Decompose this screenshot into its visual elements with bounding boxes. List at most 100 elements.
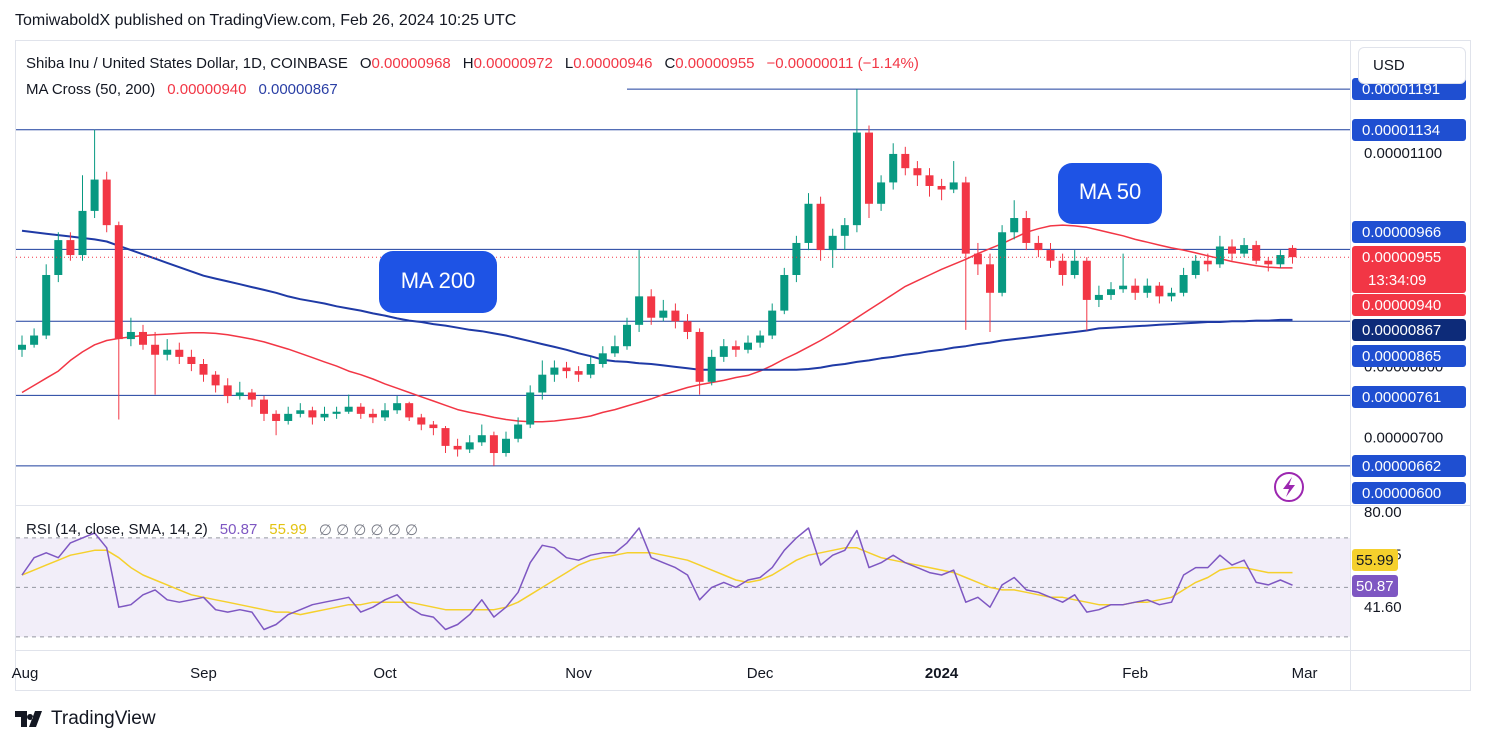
- alert-icon[interactable]: [1274, 472, 1304, 502]
- ohlc-value: 0.00000972: [473, 55, 553, 72]
- candle-body: [381, 410, 389, 418]
- rsi-value: 50.87: [219, 521, 258, 538]
- candle-body: [937, 185, 946, 190]
- ma-badge-label: 0.00000867: [1362, 322, 1441, 339]
- candle-body: [840, 225, 849, 236]
- candle-body: [441, 428, 450, 446]
- candle-body: [1167, 292, 1176, 297]
- ohlc-label: L: [564, 55, 574, 72]
- candle-body: [139, 331, 147, 345]
- y-tick-label: 0.00001100: [1364, 145, 1442, 162]
- candle-body: [393, 403, 402, 411]
- candle-body: [272, 413, 281, 421]
- level-badge: [1352, 345, 1466, 367]
- ohlc-label: H: [462, 55, 474, 72]
- candle-body: [877, 182, 886, 204]
- candle-body: [54, 240, 63, 275]
- candle-body: [707, 356, 716, 382]
- candle-body: [1179, 274, 1188, 293]
- price-legend: Shiba Inu / United States Dollar, 1D, CO…: [26, 55, 919, 72]
- candle-body: [151, 344, 160, 355]
- candle-body: [356, 406, 365, 414]
- ma-200-callout: MA 200: [379, 251, 497, 313]
- x-tick-label: Oct: [373, 665, 397, 682]
- candle-body: [223, 385, 232, 397]
- candle-body: [925, 175, 934, 186]
- callout-box: [379, 251, 497, 313]
- candle-body: [235, 392, 244, 397]
- candle-body: [768, 310, 777, 336]
- currency-button[interactable]: USD: [1358, 47, 1466, 84]
- x-tick-label: Mar: [1292, 665, 1318, 682]
- candle-body: [949, 182, 958, 190]
- candle-body: [1058, 260, 1067, 275]
- candle-body: [332, 411, 341, 414]
- candle-body: [913, 168, 922, 176]
- candle-body: [901, 153, 910, 169]
- candle-body: [1070, 260, 1079, 275]
- icon-bolt: [1283, 477, 1295, 497]
- x-tick-label: Sep: [190, 665, 217, 682]
- rsi-tick-label: 80.00: [1364, 504, 1402, 521]
- candle-body: [42, 274, 51, 336]
- rsi-badge-label: 55.99: [1356, 552, 1394, 569]
- candle-body: [1288, 247, 1297, 258]
- candle-body: [308, 410, 317, 418]
- candle-body: [550, 367, 559, 375]
- ohlc-label: C: [664, 55, 676, 72]
- candle-body: [780, 274, 789, 311]
- logo-mark: [15, 711, 42, 727]
- candle-body: [1276, 255, 1285, 265]
- ma-legend: MA Cross (50, 200) 0.00000940 0.00000867: [26, 81, 338, 98]
- indicator-name: MA Cross (50, 200): [26, 81, 156, 98]
- rsi-sma-value: 55.99: [269, 521, 307, 538]
- candle-body: [344, 406, 353, 412]
- level-badge: [1352, 386, 1466, 408]
- candle-body: [538, 374, 547, 393]
- rsi-badge-label: 50.87: [1356, 578, 1394, 595]
- candle-body: [526, 392, 535, 425]
- x-tick-label: Feb: [1122, 665, 1148, 682]
- symbol-title: Shiba Inu / United States Dollar, 1D, CO…: [26, 55, 348, 72]
- placeholders: ∅ ∅ ∅ ∅ ∅ ∅: [318, 522, 419, 539]
- level-badge-label: 0.00000662: [1362, 458, 1441, 475]
- callout-text: MA 50: [1079, 179, 1141, 204]
- level-badge-label: 0.00000966: [1362, 224, 1441, 241]
- chart-card: [15, 40, 1471, 691]
- level-badge-label: 0.00001134: [1362, 122, 1440, 139]
- rsi-legend: RSI (14, close, SMA, 14, 2) 50.87 55.99 …: [26, 521, 418, 539]
- candle-body: [502, 438, 510, 454]
- level-badge: [1352, 455, 1466, 477]
- footer-logo: TradingView: [15, 708, 156, 730]
- candle-body: [562, 367, 571, 372]
- candle-body: [719, 346, 728, 357]
- rsi-badge: [1352, 549, 1398, 571]
- candle-body: [659, 310, 668, 318]
- candle-body: [1252, 245, 1261, 261]
- candle-body: [284, 413, 293, 421]
- candle-body: [731, 346, 740, 350]
- candle-body: [477, 435, 486, 443]
- candle-body: [66, 240, 75, 256]
- x-tick-label: 2024: [925, 665, 959, 682]
- candle-body: [90, 179, 99, 211]
- ma-50-callout: MA 50: [1058, 163, 1162, 224]
- icon-ring: [1274, 472, 1304, 502]
- rsi-pane: [16, 527, 1350, 638]
- level-badge: [1352, 119, 1466, 141]
- candle-body: [1203, 260, 1212, 265]
- candle-body: [598, 353, 607, 365]
- rsi-tick-label: 41.60: [1364, 599, 1402, 616]
- candle-body: [114, 225, 123, 340]
- candle-body: [175, 349, 184, 357]
- ma-200-value: 0.00000867: [258, 81, 338, 98]
- candle-body: [1107, 289, 1115, 295]
- candle-body: [211, 374, 220, 386]
- candle-body: [816, 203, 825, 251]
- candle-body: [973, 253, 982, 265]
- candle-body: [804, 203, 813, 243]
- candle-body: [623, 324, 631, 347]
- callout-box: [1058, 163, 1162, 224]
- candle-body: [78, 210, 87, 256]
